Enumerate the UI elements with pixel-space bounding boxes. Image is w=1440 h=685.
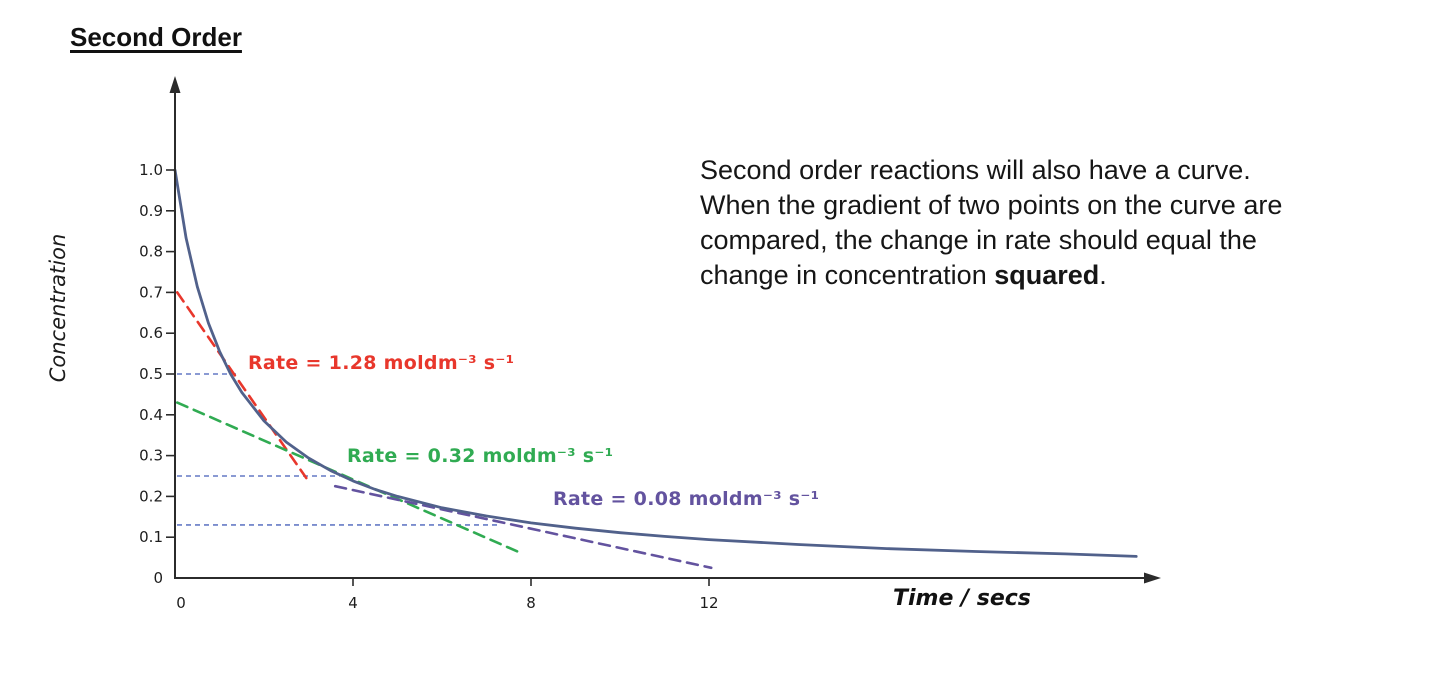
page-title: Second Order — [70, 22, 242, 52]
svg-text:0.4: 0.4 — [139, 406, 163, 424]
svg-text:0.3: 0.3 — [139, 447, 163, 465]
description-line: change in concentration squared. — [700, 258, 1282, 293]
description-text: . — [1099, 260, 1107, 290]
rate-label-green: Rate = 0.32 moldm⁻³ s⁻¹ — [347, 445, 614, 467]
rate-label-red: Rate = 1.28 moldm⁻³ s⁻¹ — [248, 352, 515, 374]
description-line: compared, the change in rate should equa… — [700, 225, 1257, 255]
rate-label-purple: Rate = 0.08 moldm⁻³ s⁻¹ — [553, 488, 820, 510]
svg-text:0.9: 0.9 — [139, 202, 163, 220]
svg-text:0.2: 0.2 — [139, 487, 163, 505]
description-text: change in concentration — [700, 260, 995, 290]
description-line: Second order reactions will also have a … — [700, 155, 1251, 185]
description-line: When the gradient of two points on the c… — [700, 190, 1283, 220]
description-paragraph: Second order reactions will also have a … — [700, 153, 1282, 293]
y-axis-label: Concentration — [46, 233, 70, 383]
bold-emphasis: squared — [994, 260, 1100, 290]
svg-text:1.0: 1.0 — [139, 161, 163, 179]
svg-text:0.5: 0.5 — [139, 365, 163, 383]
svg-text:12: 12 — [699, 594, 718, 612]
svg-text:0.7: 0.7 — [139, 283, 163, 301]
svg-text:0.1: 0.1 — [139, 528, 163, 546]
x-axis-label: Time / secs — [893, 586, 1031, 611]
svg-text:0.6: 0.6 — [139, 324, 163, 342]
svg-text:0: 0 — [153, 569, 163, 587]
svg-text:0: 0 — [176, 594, 186, 612]
svg-text:8: 8 — [526, 594, 536, 612]
svg-text:0.8: 0.8 — [139, 243, 163, 261]
svg-text:4: 4 — [348, 594, 358, 612]
